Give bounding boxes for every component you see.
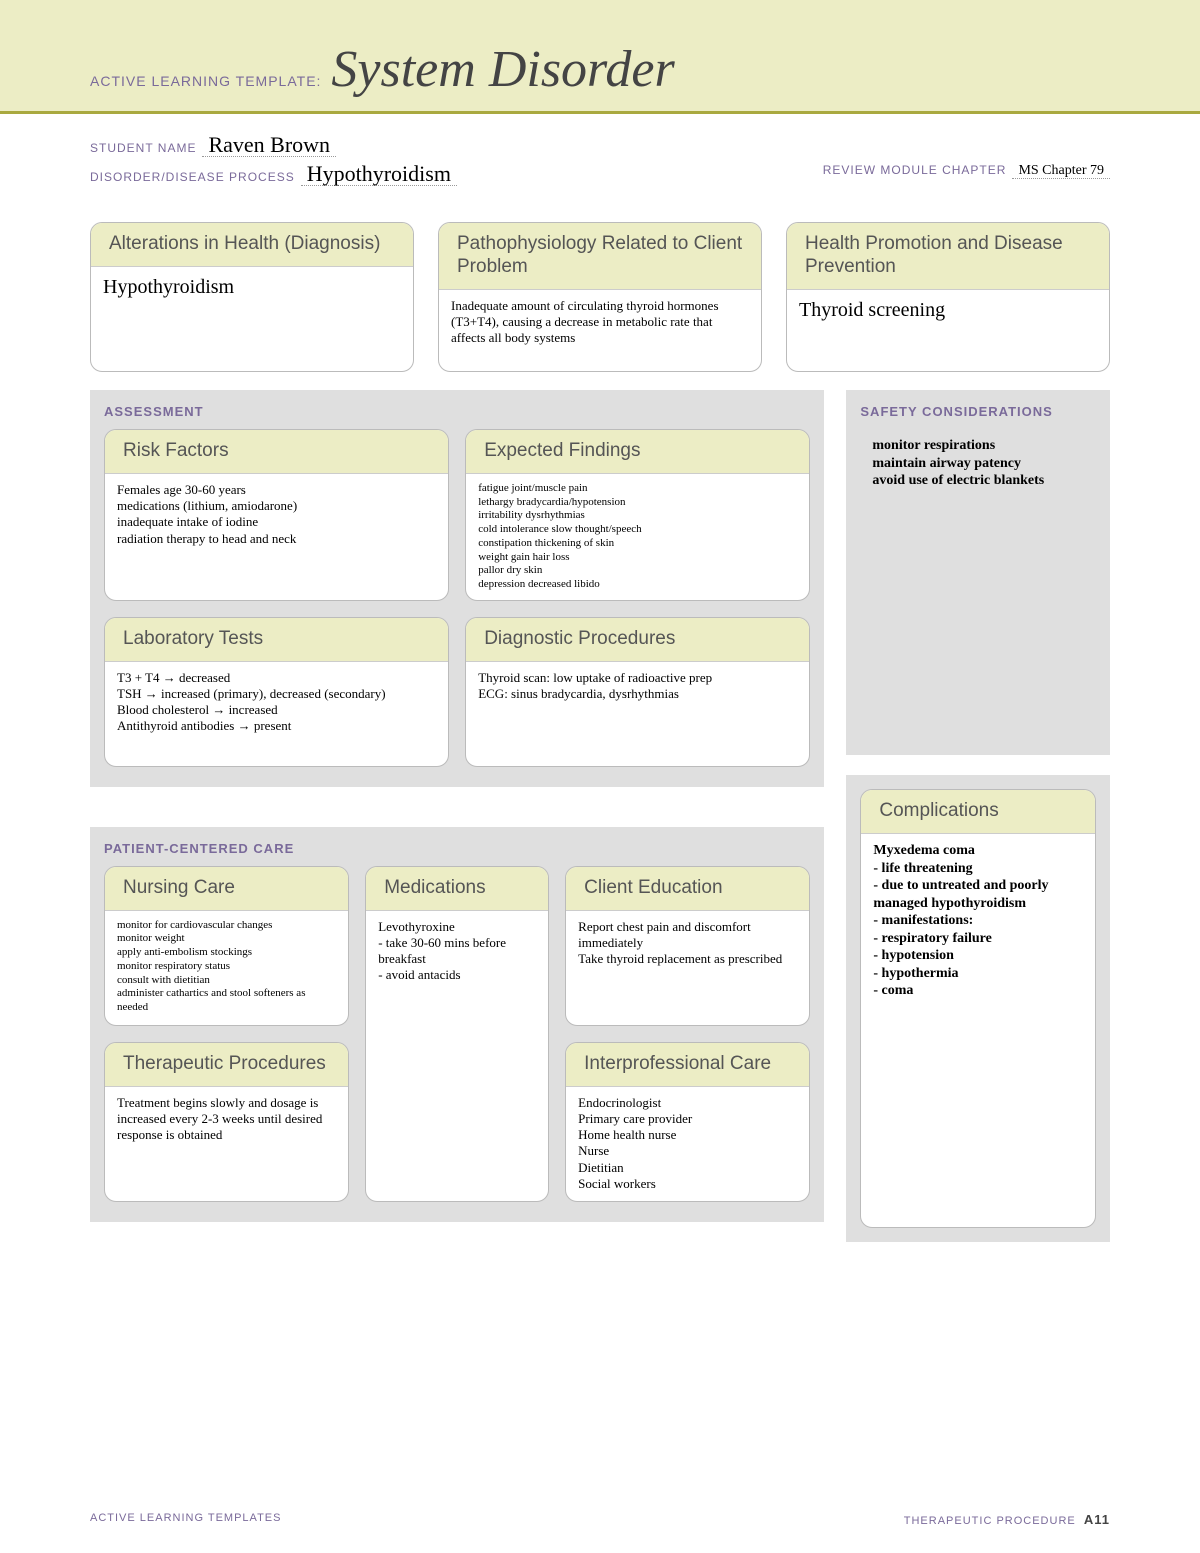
diagnostic-body: Thyroid scan: low uptake of radioactive … bbox=[466, 662, 809, 766]
complications-title: Complications bbox=[861, 790, 1095, 834]
safety-label: SAFETY CONSIDERATIONS bbox=[860, 404, 1096, 419]
therapeutic-procedures-card: Therapeutic Procedures Treatment begins … bbox=[104, 1042, 349, 1202]
top-cards-row: Alterations in Health (Diagnosis) Hypoth… bbox=[90, 222, 1110, 372]
lab-tests-body: T3 + T4 → decreased TSH → increased (pri… bbox=[105, 662, 448, 766]
complications-block: Complications Myxedema coma - life threa… bbox=[846, 775, 1110, 1242]
form-row-2: DISORDER/DISEASE PROCESS Hypothyroidism … bbox=[90, 163, 1110, 192]
client-education-card: Client Education Report chest pain and d… bbox=[565, 866, 810, 1026]
lab-tests-title: Laboratory Tests bbox=[105, 618, 448, 662]
nursing-care-card: Nursing Care monitor for cardiovascular … bbox=[104, 866, 349, 1026]
promo-body: Thyroid screening bbox=[787, 290, 1109, 371]
disorder-line: DISORDER/DISEASE PROCESS Hypothyroidism bbox=[90, 163, 457, 186]
client-education-title: Client Education bbox=[566, 867, 809, 911]
chapter-value: MS Chapter 79 bbox=[1012, 164, 1110, 179]
risk-factors-body: Females age 30-60 years medications (lit… bbox=[105, 474, 448, 600]
interprofessional-care-card: Interprofessional Care Endocrinologist P… bbox=[565, 1042, 810, 1202]
footer-right-label: THERAPEUTIC PROCEDURE bbox=[904, 1515, 1076, 1527]
medications-card: Medications Levothyroxine - take 30-60 m… bbox=[365, 866, 549, 1202]
diagnostic-title: Diagnostic Procedures bbox=[466, 618, 809, 662]
nursing-care-body: monitor for cardiovascular changes monit… bbox=[105, 911, 348, 1025]
safety-block: SAFETY CONSIDERATIONS monitor respiratio… bbox=[846, 390, 1110, 755]
pcc-grid: Nursing Care monitor for cardiovascular … bbox=[104, 866, 810, 1202]
pcc-label: PATIENT-CENTERED CARE bbox=[104, 841, 810, 856]
safety-body: monitor respirations maintain airway pat… bbox=[860, 429, 1096, 498]
interprofessional-care-body: Endocrinologist Primary care provider Ho… bbox=[566, 1087, 809, 1201]
footer: ACTIVE LEARNING TEMPLATES THERAPEUTIC PR… bbox=[90, 1512, 1110, 1527]
complications-body: Myxedema coma - life threatening - due t… bbox=[861, 834, 1095, 1227]
medications-body: Levothyroxine - take 30-60 mins before b… bbox=[366, 911, 548, 1201]
footer-right: THERAPEUTIC PROCEDURE A11 bbox=[904, 1512, 1110, 1527]
expected-findings-card: Expected Findings fatigue joint/muscle p… bbox=[465, 429, 810, 601]
diagnostic-card: Diagnostic Procedures Thyroid scan: low … bbox=[465, 617, 810, 767]
two-column-layout: ASSESSMENT Risk Factors Females age 30-6… bbox=[90, 390, 1110, 1242]
interprofessional-care-title: Interprofessional Care bbox=[566, 1043, 809, 1087]
footer-page-number: A11 bbox=[1084, 1512, 1110, 1527]
medications-title: Medications bbox=[366, 867, 548, 911]
promo-card: Health Promotion and Disease Prevention … bbox=[786, 222, 1110, 372]
client-education-body: Report chest pain and discomfort immedia… bbox=[566, 911, 809, 1025]
nursing-care-title: Nursing Care bbox=[105, 867, 348, 911]
patho-body: Inadequate amount of circulating thyroid… bbox=[439, 290, 761, 371]
risk-factors-card: Risk Factors Females age 30-60 years med… bbox=[104, 429, 449, 601]
footer-left: ACTIVE LEARNING TEMPLATES bbox=[90, 1512, 281, 1527]
assessment-grid: Risk Factors Females age 30-60 years med… bbox=[104, 429, 810, 767]
risk-factors-title: Risk Factors bbox=[105, 430, 448, 474]
left-column: ASSESSMENT Risk Factors Females age 30-6… bbox=[90, 390, 824, 1242]
banner-title: System Disorder bbox=[331, 40, 674, 99]
assessment-label: ASSESSMENT bbox=[104, 404, 810, 419]
promo-title: Health Promotion and Disease Prevention bbox=[787, 223, 1109, 290]
disorder-label: DISORDER/DISEASE PROCESS bbox=[90, 170, 295, 184]
student-name-line: STUDENT NAME Raven Brown bbox=[90, 134, 1110, 157]
therapeutic-procedures-body: Treatment begins slowly and dosage is in… bbox=[105, 1087, 348, 1201]
complications-card: Complications Myxedema coma - life threa… bbox=[860, 789, 1096, 1228]
alterations-body: Hypothyroidism bbox=[91, 267, 413, 371]
lab-tests-card: Laboratory Tests T3 + T4 → decreased TSH… bbox=[104, 617, 449, 767]
disorder-value: Hypothyroidism bbox=[301, 163, 457, 186]
pcc-block: PATIENT-CENTERED CARE Nursing Care monit… bbox=[90, 827, 824, 1222]
expected-findings-title: Expected Findings bbox=[466, 430, 809, 474]
alterations-card: Alterations in Health (Diagnosis) Hypoth… bbox=[90, 222, 414, 372]
chapter-line: REVIEW MODULE CHAPTER MS Chapter 79 bbox=[823, 163, 1110, 186]
assessment-block: ASSESSMENT Risk Factors Females age 30-6… bbox=[90, 390, 824, 787]
banner: ACTIVE LEARNING TEMPLATE: System Disorde… bbox=[0, 0, 1200, 114]
page: ACTIVE LEARNING TEMPLATE: System Disorde… bbox=[0, 0, 1200, 1553]
banner-prelabel: ACTIVE LEARNING TEMPLATE: bbox=[90, 73, 321, 89]
patho-title: Pathophysiology Related to Client Proble… bbox=[439, 223, 761, 290]
expected-findings-body: fatigue joint/muscle pain lethargy brady… bbox=[466, 474, 809, 600]
chapter-label: REVIEW MODULE CHAPTER bbox=[823, 163, 1007, 177]
alterations-title: Alterations in Health (Diagnosis) bbox=[91, 223, 413, 267]
student-name-label: STUDENT NAME bbox=[90, 141, 196, 155]
therapeutic-procedures-title: Therapeutic Procedures bbox=[105, 1043, 348, 1087]
student-name-value: Raven Brown bbox=[202, 134, 336, 157]
right-column: SAFETY CONSIDERATIONS monitor respiratio… bbox=[846, 390, 1110, 1242]
content: STUDENT NAME Raven Brown DISORDER/DISEAS… bbox=[0, 114, 1200, 1242]
patho-card: Pathophysiology Related to Client Proble… bbox=[438, 222, 762, 372]
